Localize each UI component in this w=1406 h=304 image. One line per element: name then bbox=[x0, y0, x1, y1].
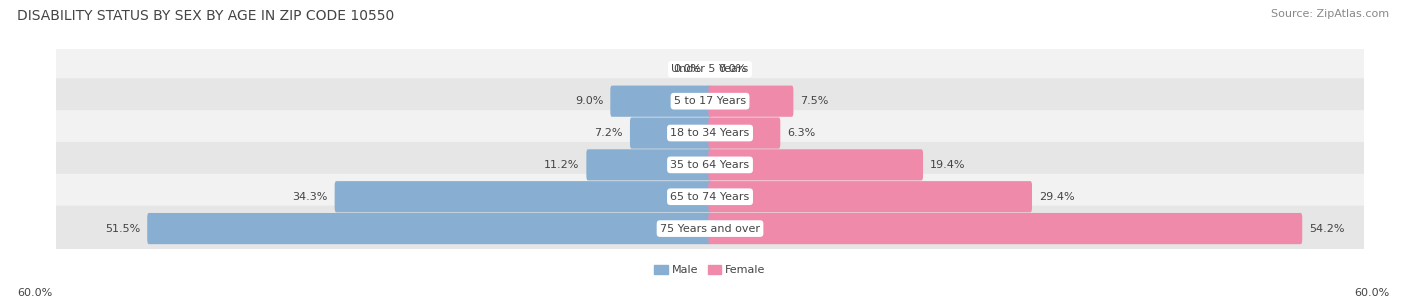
Text: 6.3%: 6.3% bbox=[787, 128, 815, 138]
Text: 0.0%: 0.0% bbox=[718, 64, 747, 74]
Text: 9.0%: 9.0% bbox=[575, 96, 603, 106]
FancyBboxPatch shape bbox=[709, 149, 924, 181]
Text: 54.2%: 54.2% bbox=[1309, 223, 1344, 233]
FancyBboxPatch shape bbox=[630, 117, 711, 149]
Text: 60.0%: 60.0% bbox=[17, 288, 52, 298]
FancyBboxPatch shape bbox=[709, 213, 1302, 244]
Text: 7.5%: 7.5% bbox=[800, 96, 830, 106]
FancyBboxPatch shape bbox=[610, 86, 711, 117]
FancyBboxPatch shape bbox=[53, 142, 1367, 188]
Text: 5 to 17 Years: 5 to 17 Years bbox=[673, 96, 747, 106]
Text: 0.0%: 0.0% bbox=[673, 64, 702, 74]
Text: DISABILITY STATUS BY SEX BY AGE IN ZIP CODE 10550: DISABILITY STATUS BY SEX BY AGE IN ZIP C… bbox=[17, 9, 394, 23]
Text: 18 to 34 Years: 18 to 34 Years bbox=[671, 128, 749, 138]
Text: 75 Years and over: 75 Years and over bbox=[659, 223, 761, 233]
FancyBboxPatch shape bbox=[53, 47, 1367, 92]
FancyBboxPatch shape bbox=[53, 110, 1367, 156]
FancyBboxPatch shape bbox=[53, 78, 1367, 124]
FancyBboxPatch shape bbox=[148, 213, 711, 244]
Text: 19.4%: 19.4% bbox=[931, 160, 966, 170]
Text: 11.2%: 11.2% bbox=[544, 160, 579, 170]
Text: 51.5%: 51.5% bbox=[105, 223, 141, 233]
Text: 34.3%: 34.3% bbox=[292, 192, 328, 202]
Text: 7.2%: 7.2% bbox=[595, 128, 623, 138]
Text: 35 to 64 Years: 35 to 64 Years bbox=[671, 160, 749, 170]
Text: 65 to 74 Years: 65 to 74 Years bbox=[671, 192, 749, 202]
FancyBboxPatch shape bbox=[709, 117, 780, 149]
Text: 29.4%: 29.4% bbox=[1039, 192, 1074, 202]
FancyBboxPatch shape bbox=[335, 181, 711, 212]
FancyBboxPatch shape bbox=[586, 149, 711, 181]
FancyBboxPatch shape bbox=[53, 206, 1367, 251]
Text: 60.0%: 60.0% bbox=[1354, 288, 1389, 298]
FancyBboxPatch shape bbox=[709, 181, 1032, 212]
Text: Under 5 Years: Under 5 Years bbox=[672, 64, 748, 74]
Text: Source: ZipAtlas.com: Source: ZipAtlas.com bbox=[1271, 9, 1389, 19]
Legend: Male, Female: Male, Female bbox=[650, 261, 770, 280]
FancyBboxPatch shape bbox=[53, 174, 1367, 220]
FancyBboxPatch shape bbox=[709, 86, 793, 117]
